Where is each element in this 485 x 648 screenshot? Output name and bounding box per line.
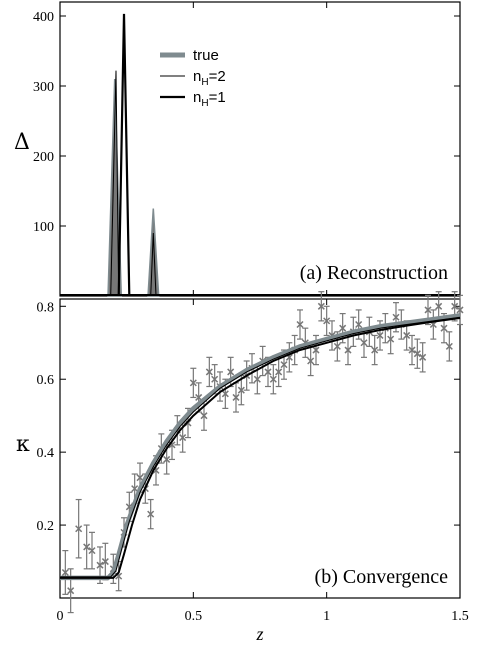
data-point [429,309,437,340]
panel-b-x-ticks: 0 0.5 1 1.5 [57,299,469,624]
y-tick-label: 0.6 [37,373,55,388]
legend-nh2-label: nH=2 [193,68,226,88]
legend-true-label: true [193,47,219,64]
true-peak [147,208,160,297]
data-point [269,364,277,395]
y-tick-label: 0.4 [37,446,55,461]
data-point [75,498,83,559]
data-point [88,531,96,570]
nh2-curve [60,316,461,578]
y-tick-label: 0.2 [37,519,55,534]
panel-a-marks [60,13,460,297]
nh2-peak [110,70,120,297]
panel-b-y-axis-label: κ [16,432,30,457]
panel-b-y-ticks: 0.2 0.4 0.6 0.8 [37,300,460,534]
data-point [445,331,453,362]
true-curve [60,313,461,581]
y-tick-label: 300 [33,80,54,95]
data-point [456,294,464,326]
nh2-peak [150,232,157,297]
data-point [83,524,91,570]
data-point [285,342,293,373]
panel-a: 100 200 300 400 Δ (a) Reconstruction true n… [14,1,461,297]
data-point [101,542,109,581]
data-point [371,334,379,366]
data-point [307,345,315,377]
data-point [67,568,75,614]
data-point [189,367,197,399]
x-tick-label: 1.5 [451,609,469,624]
data-point [419,342,427,373]
data-point [61,549,69,595]
data-point [275,356,283,388]
nh1-peak [117,13,131,297]
panel-a-y-axis-label: Δ [14,130,30,155]
data-point [237,374,245,406]
x-tick-label: 0.5 [185,609,203,624]
legend: true nH=2 nH=1 [160,47,226,109]
y-tick-label: 400 [33,10,54,25]
legend-nh1-label: nH=1 [193,89,226,109]
panel-a-y-ticks: 100 200 300 400 [33,2,461,296]
data-point [232,382,240,413]
data-point [205,356,213,388]
panel-b-marks [60,291,464,614]
data-point [312,334,320,366]
x-axis-label: z [255,624,263,644]
x-tick-label: 0 [57,609,64,624]
data-point [323,305,331,337]
data-point [317,291,325,322]
data-point [344,334,352,366]
x-tick-label: 1 [323,609,330,624]
panel-b-frame [59,298,461,599]
panel-b-label: (b) Convergence [315,566,449,588]
y-tick-label: 0.8 [37,300,55,315]
panel-b: 0.20.40.60.8 0 0.5 1 1.5 κ (b) Convergence … [16,291,469,644]
y-tick-label: 200 [33,150,54,165]
data-point [408,334,416,366]
data-point [296,309,304,340]
data-point [413,338,421,369]
panel-a-label: (a) Reconstruction [300,262,448,284]
nh1-curve [60,317,461,579]
y-tick-label: 100 [33,220,54,235]
data-point [147,498,155,530]
